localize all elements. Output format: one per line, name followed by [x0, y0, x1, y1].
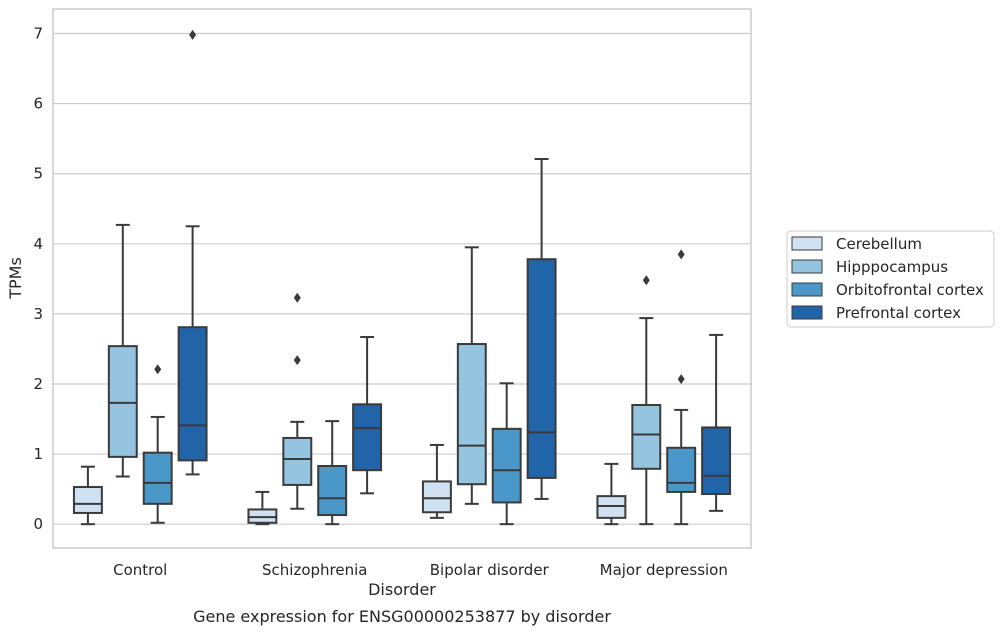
box-0-0: [72, 465, 103, 526]
box-rect: [177, 326, 208, 462]
box-0-2: [142, 364, 173, 524]
box-rect: [631, 404, 662, 470]
x-tick-labels: Control Schizophrenia Bipolar disorder Majo…: [113, 561, 728, 579]
x-tick-label: Control: [113, 561, 167, 579]
y-tick-labels: 0 1 2 3 4 5 6 7: [33, 25, 43, 534]
box-rect: [107, 345, 138, 458]
y-tick-label: 1: [33, 445, 43, 463]
legend-label: Prefrontal cortex: [836, 304, 961, 322]
outlier-marker: [293, 292, 301, 303]
y-tick-label: 2: [33, 375, 43, 393]
box-3-1: [631, 275, 662, 526]
y-axis-label: TPMs: [6, 257, 25, 300]
box-rect: [526, 258, 557, 479]
x-tick-label: Schizophrenia: [262, 561, 367, 579]
legend-frame: [786, 230, 995, 328]
box-1-2: [317, 420, 348, 526]
box-rect: [142, 451, 173, 505]
box-rect: [701, 426, 732, 496]
boxes: [72, 29, 732, 526]
box-0-1: [107, 223, 138, 478]
box-0-3: [177, 29, 208, 476]
box-2-1: [456, 246, 487, 505]
box-rect: [72, 486, 103, 514]
y-tick-label: 5: [33, 165, 43, 183]
legend-label: Orbitofrontal cortex: [836, 281, 984, 299]
y-tick-label: 6: [33, 95, 43, 113]
box-rect: [317, 464, 348, 517]
box-rect: [352, 403, 383, 472]
box-3-2: [666, 249, 697, 526]
legend-label: Cerebellum: [836, 235, 922, 253]
box-3-0: [596, 462, 627, 526]
plot-frame: [52, 8, 752, 549]
y-tick-label: 4: [33, 235, 43, 253]
y-tick-label: 3: [33, 305, 43, 323]
box-rect: [247, 508, 278, 524]
legend-swatch: [791, 305, 823, 320]
outlier-marker: [189, 29, 197, 40]
box-rect: [596, 495, 627, 519]
outlier-marker: [677, 249, 685, 260]
box-1-1: [282, 292, 313, 510]
outlier-marker: [154, 364, 162, 375]
box-rect: [421, 480, 452, 514]
x-tick-label: Major depression: [600, 561, 728, 579]
legend: Cerebellum Hipppocampus Orbitofrontal cort…: [786, 230, 995, 328]
outlier-marker: [677, 374, 685, 385]
legend-swatch: [791, 282, 823, 297]
box-1-3: [352, 336, 383, 495]
chart-title: Gene expression for ENSG00000253877 by d…: [193, 607, 611, 626]
box-rect: [456, 343, 487, 486]
legend-swatch: [791, 236, 823, 251]
box-2-0: [421, 443, 452, 519]
outlier-marker: [642, 275, 650, 286]
box-3-3: [701, 333, 732, 512]
x-tick-label: Bipolar disorder: [430, 561, 550, 579]
x-axis-label: Disorder: [368, 580, 436, 599]
box-1-0: [247, 490, 278, 526]
y-tick-label: 7: [33, 25, 43, 43]
box-2-3: [526, 157, 557, 500]
box-2-2: [491, 382, 522, 526]
box-rect: [282, 436, 313, 486]
box-rect: [666, 446, 697, 493]
legend-label: Hipppocampus: [836, 258, 948, 276]
y-tick-label: 0: [33, 515, 43, 533]
box-rect: [491, 427, 522, 504]
outlier-marker: [293, 355, 301, 366]
legend-swatch: [791, 259, 823, 274]
